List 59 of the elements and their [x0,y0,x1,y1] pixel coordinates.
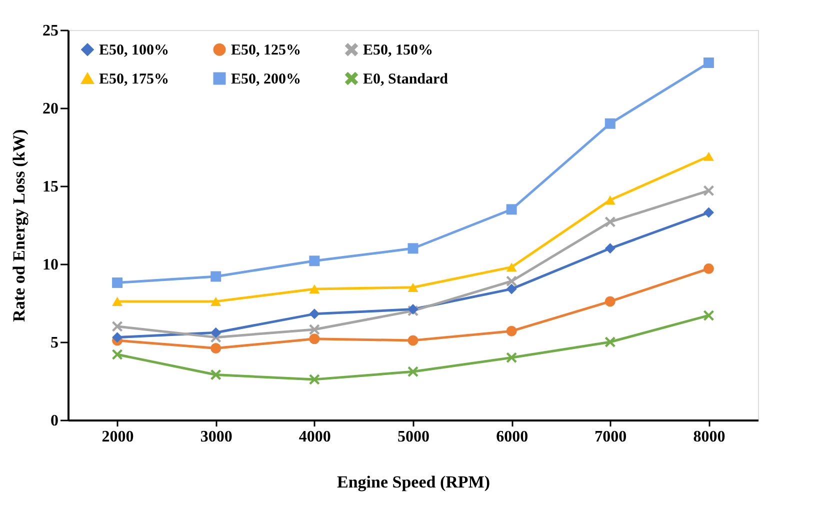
y-axis-title: Rate od Energy Loss (kW) [10,129,28,322]
point [604,216,616,228]
point [408,335,418,346]
point [703,58,714,68]
y-tick-label: 20 [42,100,58,118]
point [112,349,123,360]
point [604,196,616,205]
point [210,343,222,354]
point [703,310,714,321]
point [210,296,222,306]
x-tick-label: 2000 [102,428,134,446]
point [703,263,714,274]
point [604,243,616,254]
legend-label: E50, 100% [99,42,170,59]
x-tick-label: 3000 [200,428,232,446]
legend-label: E50, 200% [231,72,302,88]
point [309,334,320,344]
point [112,296,123,306]
point [604,336,616,348]
point [506,262,517,272]
point [408,282,418,292]
point [210,327,222,338]
legend-label: E50, 175% [99,72,170,88]
point [703,185,714,196]
point [309,284,320,294]
y-tick-label: 5 [50,334,58,352]
point [703,152,714,161]
legend-label: E50, 125% [231,42,302,59]
point [210,271,222,282]
point [506,352,517,363]
point [309,256,320,266]
point [506,204,517,215]
legend-label: E50, 150% [363,42,434,59]
legend-label: E0, Standard [363,72,449,88]
point [112,277,123,288]
x-tick-label: 5000 [398,428,430,446]
point [408,243,418,254]
point [506,284,517,294]
x-axis-title: Engine Speed (RPM) [337,472,490,492]
x-tick-label: 4000 [298,428,331,446]
point [309,374,320,385]
point [112,332,123,343]
y-tick-label: 25 [42,22,58,40]
point [309,324,320,335]
point [506,276,517,286]
point [604,296,616,307]
y-tick-label: 0 [50,412,58,430]
x-tick-label: 7000 [594,428,627,446]
point [604,118,616,129]
point [506,326,517,336]
x-tick-label: 8000 [693,428,726,446]
point [703,207,714,218]
point [112,321,123,332]
y-tick-label: 15 [42,178,58,196]
y-tick-label: 10 [42,256,58,274]
point [309,308,320,320]
point [210,370,222,380]
x-tick-label: 6000 [496,428,528,446]
point [408,366,418,377]
